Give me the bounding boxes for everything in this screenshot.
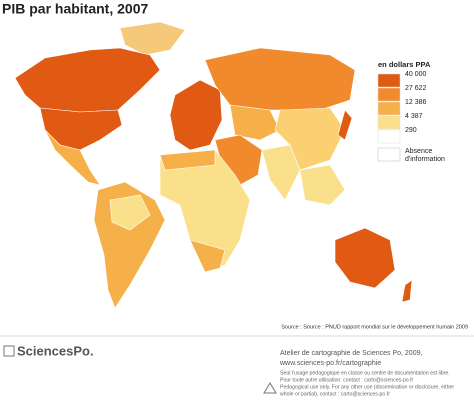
south-east-asia <box>299 164 346 206</box>
legend-label: 27 622 <box>405 85 427 92</box>
south-africa <box>189 239 226 273</box>
legend-label: 40 000 <box>405 71 427 78</box>
legend-swatch <box>377 115 401 130</box>
europe <box>169 79 223 151</box>
india <box>261 144 301 201</box>
legend-label: Absence <box>405 148 432 155</box>
world-map <box>14 21 413 309</box>
legend-label: 12 386 <box>405 99 427 106</box>
source: Source : Source : PNUD rapport mondial s… <box>281 324 468 330</box>
credit: www.sciences-po.fr/cartographie <box>279 360 381 367</box>
china <box>274 107 346 171</box>
new-zealand <box>401 279 413 303</box>
legend-swatch <box>377 73 401 88</box>
logo: SciencesPo. <box>17 343 94 358</box>
legend-swatch <box>377 101 401 116</box>
notice: Seul l'usage pédagogique en classe ou ce… <box>280 370 450 376</box>
credit: Atelier de cartographie de Sciences Po, … <box>280 350 422 357</box>
australia <box>334 227 396 289</box>
central-asia <box>229 104 281 141</box>
africa <box>159 149 251 273</box>
legend-label: 290 <box>405 127 417 134</box>
logo-icon <box>3 345 15 357</box>
legend-swatch <box>377 87 401 102</box>
notice: Pedagogical use only. For any other use … <box>280 384 454 390</box>
japan <box>337 109 353 141</box>
notice: Pour toute autre utilisation: contact : … <box>280 377 414 383</box>
central-america <box>44 129 101 186</box>
legend-swatch <box>377 129 401 144</box>
north-africa <box>159 149 216 171</box>
title: PIB par habitant, 2007 <box>2 1 148 17</box>
legend-label: 4 387 <box>405 113 423 120</box>
russia <box>204 47 356 111</box>
legend-title: en dollars PPA <box>378 60 431 69</box>
notice: whole or partial), contact : carto@scien… <box>280 391 390 397</box>
warning-icon <box>263 382 277 394</box>
legend: 40 000 27 622 12 386 4 387 290 Absenced'infor… <box>377 71 445 163</box>
canada <box>14 47 161 113</box>
legend-swatch <box>377 147 401 162</box>
andes-north <box>109 194 151 231</box>
legend-label: d'information <box>405 156 445 163</box>
greenland <box>119 21 186 56</box>
